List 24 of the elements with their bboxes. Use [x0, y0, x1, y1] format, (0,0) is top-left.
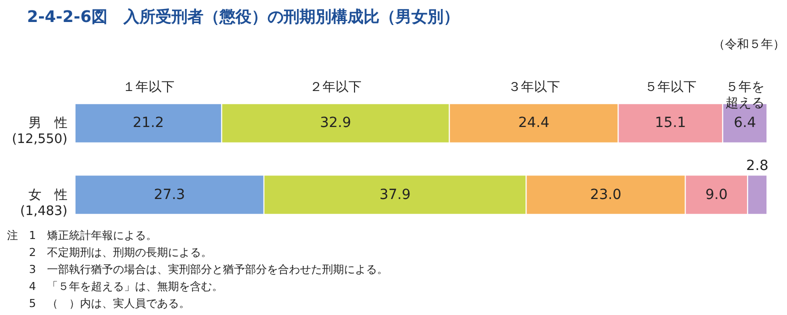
- series-label: １年以下: [122, 80, 174, 95]
- series-label: ２年以下: [310, 80, 362, 95]
- text: 5 （ ）内は、実人員である。: [29, 297, 190, 310]
- data-label: 9.0: [705, 186, 728, 203]
- y-tick-label: 女 性 (1,483): [20, 188, 68, 219]
- text: 4 「５年を超える」は、無期を含む。: [29, 280, 223, 293]
- data-label: 27.3: [154, 186, 186, 203]
- chart-subtitle: （令和５年）: [713, 37, 785, 51]
- series-label: ５年以下: [644, 80, 696, 95]
- data-label: 21.2: [132, 115, 164, 132]
- y-tick-label: 男 性 (12,550): [12, 116, 68, 148]
- series-label: ３年以下: [508, 80, 560, 95]
- data-label: 2.8: [746, 158, 768, 174]
- chart-title: 2-4-2-6図 入所受刑者（懲役）の刑期別構成比（男女別）: [27, 7, 460, 26]
- data-label: 32.9: [320, 115, 352, 132]
- data-label: 23.0: [590, 186, 622, 203]
- series-label: ５年を超える: [725, 80, 764, 111]
- data-label: 15.1: [654, 115, 686, 132]
- data-label: 37.9: [379, 186, 411, 203]
- data-label: 24.4: [518, 115, 550, 132]
- text: 2 不定期刑は、刑期の長期による。: [29, 246, 212, 259]
- data-label: 6.4: [734, 115, 756, 132]
- annotation: 注 1 矯正統計年報による。: [7, 229, 157, 242]
- text: 3 一部執行猶予の場合は、実刑部分と猶予部分を合わせた刑期による。: [29, 263, 388, 276]
